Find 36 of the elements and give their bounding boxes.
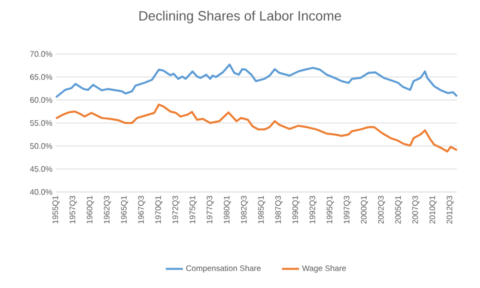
x-tick-label: 1975Q1 — [190, 196, 197, 224]
x-tick-label: 1982Q3 — [240, 196, 248, 224]
x-tick-label: 1997Q3 — [344, 196, 351, 224]
chart-title: Declining Shares of Labor Income — [139, 10, 342, 24]
x-tick-label: 1987Q3 — [275, 196, 282, 224]
line-series — [55, 64, 458, 98]
x-tick-label: 1985Q1 — [258, 196, 266, 224]
x-tick-label: 2007Q3 — [412, 196, 420, 224]
x-tick-label: 1967Q3 — [138, 196, 146, 224]
x-tick-label: 1995Q1 — [326, 196, 334, 224]
x-tick-label: 2005Q1 — [395, 196, 402, 224]
x-tick-label: 1965Q1 — [121, 196, 128, 224]
y-tick-label: 50.0% — [30, 143, 52, 149]
x-tick-label: 1977Q3 — [206, 196, 214, 224]
y-tick-label: 70.0% — [30, 51, 52, 57]
x-tick-label: 1980Q1 — [224, 196, 231, 224]
y-tick-label: 45.0% — [30, 166, 52, 172]
x-tick-label: 1970Q1 — [155, 196, 162, 224]
legend-label: Wage Share — [302, 265, 346, 273]
x-tick-label: 1972Q3 — [172, 196, 180, 224]
x-tick-label: 2012Q3 — [446, 196, 454, 224]
x-tick-label: 2000Q1 — [360, 196, 368, 224]
y-tick-label: 60.0% — [30, 97, 52, 103]
legend-label: Compensation Share — [186, 265, 261, 273]
x-tick-label: 2010Q1 — [429, 196, 437, 224]
x-tick-label: 1955Q1 — [52, 196, 60, 224]
x-tick-label: 1962Q3 — [104, 196, 111, 224]
x-tick-label: 1990Q1 — [292, 196, 300, 224]
y-tick-label: 65.0% — [30, 74, 52, 80]
y-tick-label: 40.0% — [30, 189, 52, 195]
y-tick-label: 55.0% — [30, 120, 52, 126]
x-tick-label: 1960Q1 — [86, 196, 94, 224]
x-tick-label: 1957Q3 — [70, 196, 77, 224]
line-series — [55, 104, 458, 153]
x-tick-label: 1992Q3 — [310, 196, 317, 224]
x-tick-label: 2002Q3 — [378, 196, 386, 224]
